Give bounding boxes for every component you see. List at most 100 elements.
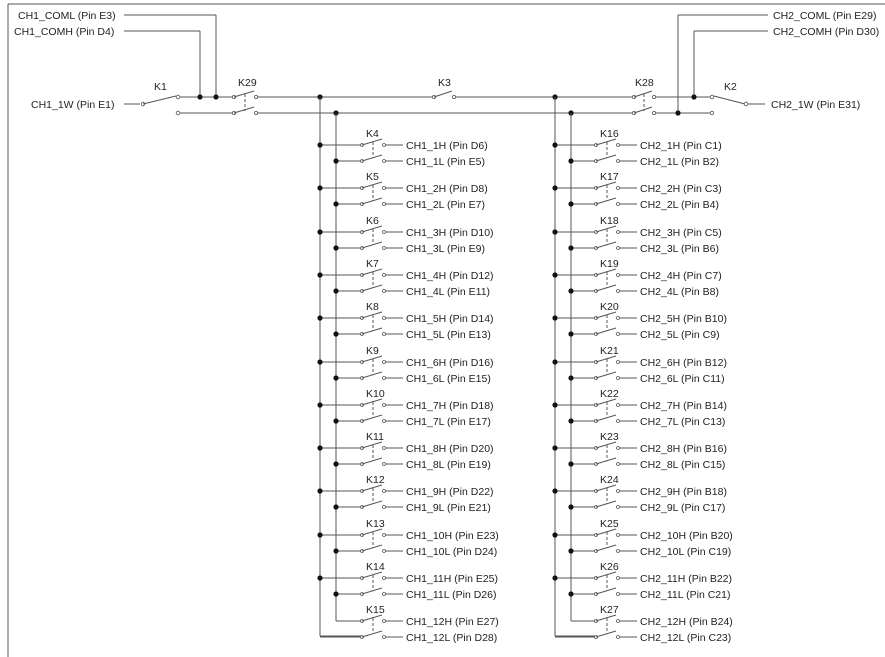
ch1-l-pin-label: CH1_1L (Pin E5) bbox=[406, 156, 485, 168]
ch2-l-pin-label: CH2_4L (Pin B8) bbox=[640, 286, 719, 298]
ch1-l-pin-label: CH1_9L (Pin E21) bbox=[406, 502, 491, 514]
ch1-l-pin-label: CH1_11L (Pin D26) bbox=[406, 589, 496, 601]
ch2-relay-label: K19 bbox=[600, 258, 619, 270]
ch2-channel-9: K24 CH2_9H (Pin B18) CH2_9L (Pin C17) bbox=[552, 474, 727, 514]
ch2-h-pin-label: CH2_1H (Pin C1) bbox=[640, 140, 722, 152]
ch1-relay-label: K10 bbox=[366, 388, 385, 400]
ch2-relay-label: K26 bbox=[600, 561, 619, 573]
ch2-channel-4: K19 CH2_4H (Pin C7) CH2_4L (Pin B8) bbox=[552, 258, 721, 298]
ch1-l-pin-label: CH1_2L (Pin E7) bbox=[406, 199, 485, 211]
ch1-channel-3: K6 CH1_3H (Pin D10) CH1_3L (Pin E9) bbox=[317, 215, 493, 255]
ch2-1w-label: CH2_1W (Pin E31) bbox=[771, 99, 860, 111]
ch1-l-pin-label: CH1_12L (Pin D28) bbox=[406, 632, 497, 644]
ch1-relay-label: K12 bbox=[366, 474, 385, 486]
main-buses bbox=[124, 97, 765, 113]
ch1-channel-8: K11 CH1_8H (Pin D20) CH1_8L (Pin E19) bbox=[317, 431, 493, 471]
ch1-l-pin-label: CH1_7L (Pin E17) bbox=[406, 416, 491, 428]
ch1-relay-label: K4 bbox=[366, 128, 379, 140]
ch1-l-pin-label: CH1_5L (Pin E13) bbox=[406, 329, 491, 341]
ch2-channel-12: K27 CH2_12H (Pin B24) CH2_12L (Pin C23) bbox=[555, 604, 733, 644]
relay-k1-label: K1 bbox=[154, 81, 167, 93]
ch1-com-lines bbox=[124, 15, 216, 97]
relay-k3-label: K3 bbox=[438, 77, 451, 89]
ch1-h-pin-label: CH1_3H (Pin D10) bbox=[406, 227, 494, 239]
ch2-h-pin-label: CH2_8H (Pin B16) bbox=[640, 443, 727, 455]
ch1-channel-4: K7 CH1_4H (Pin D12) CH1_4L (Pin E11) bbox=[317, 258, 493, 298]
ch1-h-pin-label: CH1_8H (Pin D20) bbox=[406, 443, 494, 455]
ch1-coml-label: CH1_COML (Pin E3) bbox=[18, 10, 116, 22]
ch2-h-pin-label: CH2_5H (Pin B10) bbox=[640, 313, 727, 325]
ch1-relay-label: K9 bbox=[366, 345, 379, 357]
ch2-relay-label: K24 bbox=[600, 474, 619, 486]
relay-k2 bbox=[710, 95, 748, 115]
ch2-relay-label: K23 bbox=[600, 431, 619, 443]
relay-k2-label: K2 bbox=[724, 81, 737, 93]
ch2-h-pin-label: CH2_3H (Pin C5) bbox=[640, 227, 722, 239]
ch2-channel-10: K25 CH2_10H (Pin B20) CH2_10L (Pin C19) bbox=[552, 518, 732, 558]
relay-k1 bbox=[141, 95, 180, 115]
ch2-l-pin-label: CH2_3L (Pin B6) bbox=[640, 243, 719, 255]
ch1-channel-10: K13 CH1_10H (Pin E23) CH1_10L (Pin D24) bbox=[317, 518, 498, 558]
ch1-l-pin-label: CH1_3L (Pin E9) bbox=[406, 243, 485, 255]
ch1-l-pin-label: CH1_10L (Pin D24) bbox=[406, 546, 497, 558]
relay-k29-label: K29 bbox=[238, 77, 257, 89]
relay-k3 bbox=[432, 91, 455, 99]
ch1-l-pin-label: CH1_4L (Pin E11) bbox=[406, 286, 490, 298]
relay-k28 bbox=[632, 91, 655, 115]
relay-k29 bbox=[232, 91, 257, 115]
bus-junctions bbox=[197, 94, 696, 115]
relay-k28-label: K28 bbox=[635, 77, 654, 89]
ch1-l-pin-label: CH1_8L (Pin E19) bbox=[406, 459, 491, 471]
ch2-relay-label: K17 bbox=[600, 171, 619, 183]
ch2-h-pin-label: CH2_12H (Pin B24) bbox=[640, 616, 733, 628]
ch2-l-pin-label: CH2_10L (Pin C19) bbox=[640, 546, 731, 558]
ch2-relay-label: K25 bbox=[600, 518, 619, 530]
ch1-h-pin-label: CH1_9H (Pin D22) bbox=[406, 486, 494, 498]
ch2-relay-label: K18 bbox=[600, 215, 619, 227]
ch2-channel-1: K16 CH2_1H (Pin C1) CH2_1L (Pin B2) bbox=[552, 128, 721, 168]
ch1-h-pin-label: CH1_5H (Pin D14) bbox=[406, 313, 494, 325]
ch2-channel-2: K17 CH2_2H (Pin C3) CH2_2L (Pin B4) bbox=[552, 171, 721, 211]
ch2-l-pin-label: CH2_8L (Pin C15) bbox=[640, 459, 725, 471]
ch2-channel-3: K18 CH2_3H (Pin C5) CH2_3L (Pin B6) bbox=[552, 215, 721, 255]
ch1-relay-label: K7 bbox=[366, 258, 379, 270]
ch1-comh-label: CH1_COMH (Pin D4) bbox=[14, 26, 114, 38]
ch1-relay-label: K15 bbox=[366, 604, 385, 616]
ch1-channel-9: K12 CH1_9H (Pin D22) CH1_9L (Pin E21) bbox=[317, 474, 493, 514]
ch2-l-pin-label: CH2_12L (Pin C23) bbox=[640, 632, 731, 644]
ch2-coml-label: CH2_COML (Pin E29) bbox=[773, 10, 876, 22]
ch1-h-pin-label: CH1_2H (Pin D8) bbox=[406, 183, 488, 195]
ch2-l-pin-label: CH2_11L (Pin C21) bbox=[640, 589, 730, 601]
ch1-relay-label: K13 bbox=[366, 518, 385, 530]
ch1-channel-12: K15 CH1_12H (Pin E27) CH1_12L (Pin D28) bbox=[320, 604, 499, 644]
ch2-channel-group: K16 CH2_1H (Pin C1) CH2_1L (Pin B2) K17 CH2_… bbox=[552, 128, 732, 644]
ch1-1w-label: CH1_1W (Pin E1) bbox=[31, 99, 114, 111]
ch2-h-pin-label: CH2_10H (Pin B20) bbox=[640, 530, 733, 542]
ch2-l-pin-label: CH2_6L (Pin C11) bbox=[640, 373, 725, 385]
ch1-channel-5: K8 CH1_5H (Pin D14) CH1_5L (Pin E13) bbox=[317, 301, 493, 341]
ch1-h-pin-label: CH1_6H (Pin D16) bbox=[406, 357, 494, 369]
ch2-l-pin-label: CH2_1L (Pin B2) bbox=[640, 156, 719, 168]
ch2-comh-label: CH2_COMH (Pin D30) bbox=[773, 26, 879, 38]
ch2-channel-8: K23 CH2_8H (Pin B16) CH2_8L (Pin C15) bbox=[552, 431, 727, 471]
ch2-channel-7: K22 CH2_7H (Pin B14) CH2_7L (Pin C13) bbox=[552, 388, 727, 428]
ch1-h-pin-label: CH1_11H (Pin E25) bbox=[406, 573, 498, 585]
ch2-h-pin-label: CH2_4H (Pin C7) bbox=[640, 270, 722, 282]
ch2-channel-5: K20 CH2_5H (Pin B10) CH2_5L (Pin C9) bbox=[552, 301, 727, 341]
ch2-l-pin-label: CH2_5L (Pin C9) bbox=[640, 329, 720, 341]
ch1-channel-2: K5 CH1_2H (Pin D8) CH1_2L (Pin E7) bbox=[317, 171, 487, 211]
ch2-channel-11: K26 CH2_11H (Pin B22) CH2_11L (Pin C21) bbox=[552, 561, 732, 601]
ch2-l-pin-label: CH2_9L (Pin C17) bbox=[640, 502, 725, 514]
ch2-relay-label: K27 bbox=[600, 604, 619, 616]
ch2-relay-label: K16 bbox=[600, 128, 619, 140]
ch1-relay-label: K11 bbox=[366, 431, 384, 443]
ch1-channel-11: K14 CH1_11H (Pin E25) CH1_11L (Pin D26) bbox=[317, 561, 498, 601]
ch1-channel-6: K9 CH1_6H (Pin D16) CH1_6L (Pin E15) bbox=[317, 345, 493, 385]
ch1-l-pin-label: CH1_6L (Pin E15) bbox=[406, 373, 491, 385]
ch1-h-pin-label: CH1_1H (Pin D6) bbox=[406, 140, 488, 152]
ch2-h-pin-label: CH2_7H (Pin B14) bbox=[640, 400, 727, 412]
ch2-l-pin-label: CH2_7L (Pin C13) bbox=[640, 416, 725, 428]
ch1-relay-label: K5 bbox=[366, 171, 379, 183]
ch2-h-pin-label: CH2_6H (Pin B12) bbox=[640, 357, 727, 369]
